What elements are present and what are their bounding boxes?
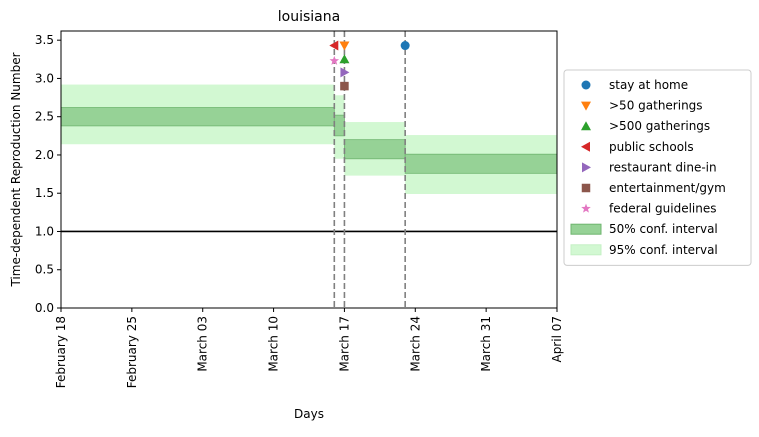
legend-marker-restaurant-dine-in [582, 162, 591, 173]
marker-entertainment-gym [340, 81, 349, 91]
y-tick-label: 1.0 [35, 224, 54, 238]
legend-label-500-gatherings: >500 gatherings [609, 119, 710, 133]
legend-label-95-conf-interval: 95% conf. interval [609, 243, 718, 257]
y-tick-label: 3.0 [35, 71, 54, 85]
legend-label-50-conf-interval: 50% conf. interval [609, 222, 718, 236]
x-tick-label: April 07 [550, 316, 564, 363]
marker-500-gatherings [339, 54, 350, 64]
y-axis-ticks: 0.0 0.5 1.0 1.5 2.0 2.5 3.0 3.5 [35, 33, 61, 315]
legend-label-entertainment-gym: entertainment/gym [609, 181, 726, 195]
intervention-lines [333, 31, 406, 308]
intervention-markers [329, 40, 410, 91]
legend-label-stay-at-home: stay at home [609, 78, 688, 92]
legend-label-50-gatherings: >50 gatherings [609, 99, 703, 113]
plot-frame [60, 30, 558, 309]
x-tick-label: March 17 [337, 316, 351, 372]
x-tick-label: February 25 [125, 316, 139, 388]
legend-label-public-schools: public schools [609, 140, 694, 154]
x-tick-label: March 10 [267, 316, 281, 372]
marker-public-schools [329, 40, 339, 51]
x-tick-label: March 31 [479, 316, 493, 372]
ci50-band-1 [60, 107, 335, 127]
y-tick-label: 2.5 [35, 110, 54, 124]
y-tick-label: 0.0 [35, 301, 54, 315]
legend-marker-stay-at-home [581, 80, 591, 90]
legend-label-restaurant-dine-in: restaurant dine-in [609, 160, 717, 174]
marker-restaurant-dine-in [340, 67, 350, 78]
y-tick-label: 0.5 [35, 263, 54, 277]
ci50-band-2 [333, 114, 345, 137]
y-tick-label: 2.0 [35, 148, 54, 162]
legend-box [563, 69, 752, 266]
x-tick-label: March 03 [196, 316, 210, 372]
legend-marker-entertainment-gym [581, 183, 591, 193]
marker-stay-at-home [400, 41, 410, 51]
legend-marker-federal-guidelines [581, 203, 591, 213]
legend-label-federal-guidelines: federal guidelines [609, 202, 717, 216]
x-tick-label: February 18 [54, 316, 68, 388]
marker-50-gatherings [339, 41, 350, 51]
legend-marker-public-schools [581, 141, 590, 152]
x-axis-label: Days [294, 407, 324, 421]
ci50-band-4 [404, 153, 558, 174]
legend-marker-50-gatherings [581, 101, 591, 111]
legend: stay at home >50 gatherings >500 gathering… [563, 69, 752, 266]
ci50-band-3 [344, 139, 406, 160]
marker-federal-guidelines [329, 55, 340, 65]
legend-patch-50-conf-interval [570, 223, 602, 235]
y-tick-label: 3.5 [35, 33, 54, 47]
x-axis-ticks: February 18 February 25 March 03 March 10 Ma… [54, 308, 564, 388]
legend-marker-500-gatherings [581, 121, 591, 131]
legend-patch-95-conf-interval [570, 244, 602, 256]
ci95-bands [61, 84, 557, 194]
x-tick-label: March 24 [408, 316, 422, 372]
y-axis-label: Time-dependent Reproduction Number [9, 52, 23, 287]
chart-title: louisiana [278, 9, 340, 25]
y-tick-label: 1.5 [35, 186, 54, 200]
